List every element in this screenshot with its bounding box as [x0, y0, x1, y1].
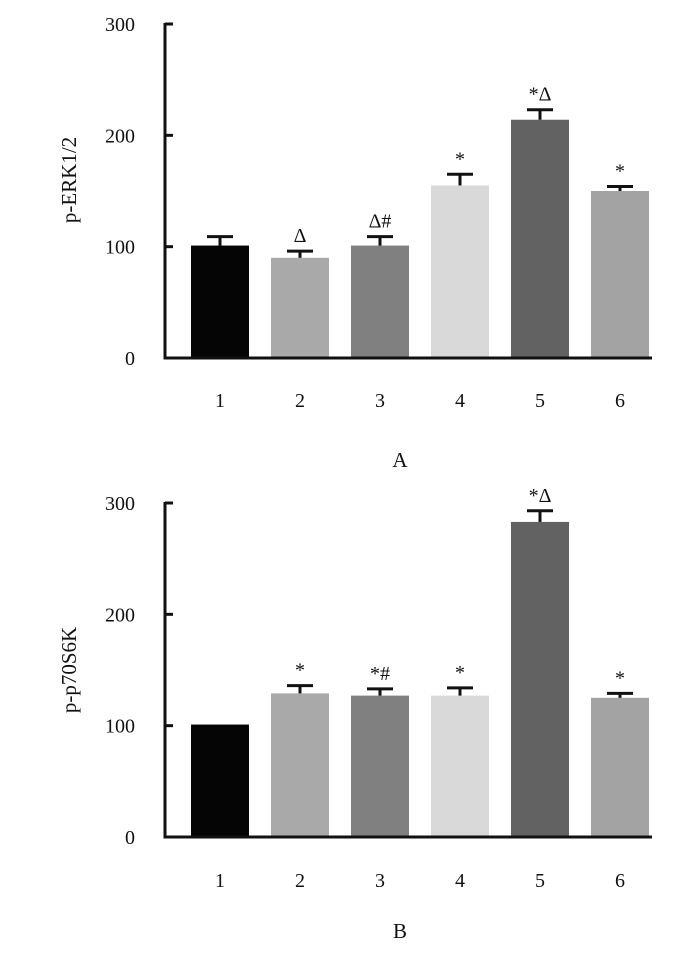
y-axis-title: p-p70S6K: [57, 627, 81, 713]
bar-6: [591, 697, 649, 837]
bar-1: [191, 245, 249, 358]
panel-label: B: [393, 919, 407, 943]
bar-6: [591, 191, 649, 358]
bar-3: [351, 695, 409, 837]
x-tick-label: 5: [535, 390, 545, 412]
x-tick-label: 4: [455, 390, 465, 412]
y-tick-label: 200: [105, 604, 135, 626]
bar-3: [351, 245, 409, 358]
x-tick-label: 1: [215, 870, 225, 892]
y-tick-label: 100: [105, 237, 135, 259]
significance-label: Δ: [294, 225, 307, 247]
y-tick-label: 300: [105, 493, 135, 515]
x-tick-label: 5: [535, 870, 545, 892]
y-tick-label: 100: [105, 716, 135, 738]
x-tick-label: 6: [615, 390, 625, 412]
bar-4: [431, 185, 489, 358]
x-tick-label: 2: [295, 390, 305, 412]
significance-label: *: [455, 662, 465, 684]
chart-panel-b: 1 * 2 *# 3 * 4 *Δ 5 * 6 0 100 200 300 p-p70S6K B: [57, 485, 652, 943]
x-tick-label: 6: [615, 870, 625, 892]
y-tick-label: 0: [125, 348, 135, 370]
y-tick-label: 200: [105, 125, 135, 147]
bar-1: [191, 724, 249, 837]
y-axis-title: p-ERK1/2: [57, 137, 81, 223]
bar-5: [511, 521, 569, 837]
bar-2: [271, 693, 329, 837]
significance-label: *Δ: [529, 485, 552, 507]
significance-label: *#: [370, 663, 390, 685]
x-tick-label: 4: [455, 870, 465, 892]
x-tick-label: 1: [215, 390, 225, 412]
significance-label: Δ#: [369, 211, 392, 233]
x-tick-label: 2: [295, 870, 305, 892]
y-tick-label: 0: [125, 827, 135, 849]
significance-label: *Δ: [529, 84, 552, 106]
chart-panel-a: 1 Δ 2 Δ# 3 * 4 *Δ 5 * 6 0 100 200 300 p-ERK1/2 A: [57, 14, 652, 472]
x-tick-label: 3: [375, 390, 385, 412]
panel-label: A: [392, 448, 408, 472]
x-tick-label: 3: [375, 870, 385, 892]
bar-4: [431, 695, 489, 837]
significance-label: *: [615, 667, 625, 689]
y-tick-label: 300: [105, 14, 135, 36]
bar-2: [271, 257, 329, 358]
significance-label: *: [455, 148, 465, 170]
significance-label: *: [615, 161, 625, 183]
bar-5: [511, 119, 569, 358]
significance-label: *: [295, 660, 305, 682]
